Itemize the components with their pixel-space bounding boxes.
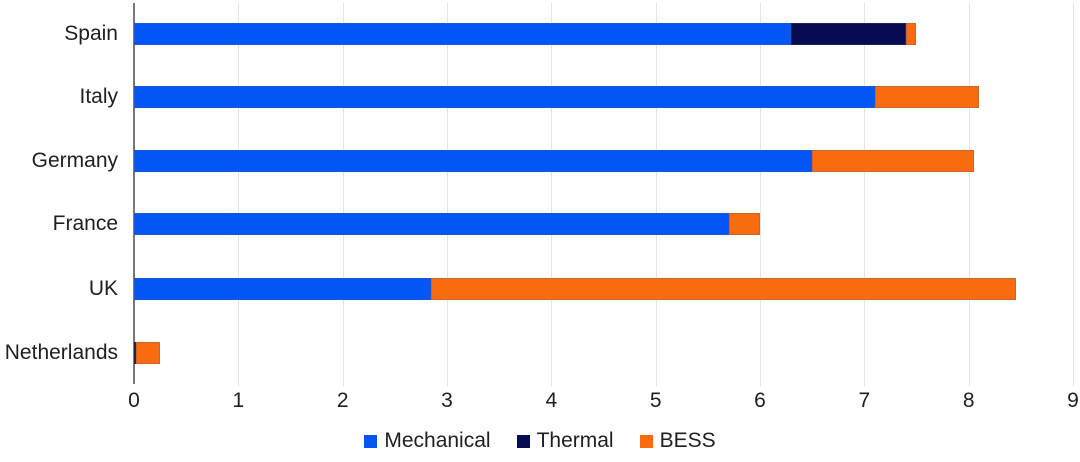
x-tick-label-4: 4	[545, 389, 558, 412]
legend-swatch-thermal	[516, 434, 530, 448]
x-tick-label-2: 2	[336, 389, 349, 412]
y-axis-line	[133, 3, 135, 384]
gridline-7	[864, 3, 866, 386]
bar-segment-germany-bess	[812, 150, 974, 172]
x-tick-label-8: 8	[962, 389, 975, 412]
x-tick-label-7: 7	[858, 389, 871, 412]
bar-row-germany	[134, 150, 974, 172]
bar-segment-france-mechanical	[134, 213, 729, 235]
legend-item-mechanical: Mechanical	[364, 429, 491, 453]
gridline-1	[238, 3, 240, 386]
bar-row-italy	[134, 86, 980, 108]
gridline-9	[1073, 3, 1074, 386]
bar-segment-netherlands-thermal	[134, 342, 137, 364]
y-axis-label-germany: Germany	[31, 149, 118, 172]
legend-label-mechanical: Mechanical	[384, 429, 491, 452]
legend-label-thermal: Thermal	[536, 429, 614, 452]
gridline-4	[551, 3, 553, 386]
x-tick-label-0: 0	[128, 389, 140, 412]
bar-segment-uk-bess	[431, 278, 1016, 300]
bar-row-france	[134, 213, 760, 235]
bar-segment-spain-mechanical	[134, 23, 792, 45]
y-axis-label-france: France	[52, 212, 118, 235]
x-tick-label-6: 6	[754, 389, 766, 412]
legend: Mechanical Thermal BESS	[0, 429, 1080, 453]
bar-segment-germany-mechanical	[134, 150, 813, 172]
gridline-8	[968, 3, 970, 386]
legend-swatch-bess	[639, 434, 653, 448]
gridline-2	[342, 3, 344, 386]
bar-segment-italy-bess	[874, 86, 980, 108]
x-tick-label-3: 3	[441, 389, 453, 412]
y-axis-label-italy: Italy	[79, 85, 118, 108]
bar-row-netherlands	[134, 342, 161, 364]
bar-segment-uk-mechanical	[134, 278, 432, 300]
legend-item-thermal: Thermal	[516, 429, 614, 453]
legend-item-bess: BESS	[639, 429, 716, 453]
plot-area	[133, 3, 1074, 386]
y-axis-label-uk: UK	[88, 277, 118, 300]
x-tick-label-1: 1	[232, 389, 245, 412]
bar-segment-spain-thermal	[791, 23, 907, 45]
gridline-3	[447, 3, 448, 386]
x-tick-label-9: 9	[1067, 389, 1079, 412]
bar-segment-france-bess	[728, 213, 760, 235]
y-axis-label-spain: Spain	[64, 22, 118, 45]
gridline-6	[760, 3, 761, 386]
bar-segment-spain-bess	[906, 23, 917, 45]
gridline-5	[655, 3, 657, 386]
legend-swatch-mechanical	[364, 434, 378, 448]
bar-segment-netherlands-bess	[136, 342, 161, 364]
bar-row-spain	[134, 23, 917, 45]
bar-segment-italy-mechanical	[134, 86, 875, 108]
legend-label-bess: BESS	[659, 429, 716, 452]
x-tick-label-5: 5	[649, 389, 662, 412]
bar-row-uk	[134, 278, 1016, 300]
y-axis-label-netherlands: Netherlands	[4, 341, 118, 364]
